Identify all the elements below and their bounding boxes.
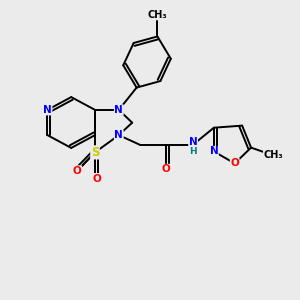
Text: CH₃: CH₃: [148, 10, 167, 20]
Text: S: S: [91, 146, 99, 159]
Text: N: N: [114, 105, 123, 115]
Text: H: H: [189, 147, 197, 156]
Text: O: O: [73, 166, 82, 176]
Text: O: O: [230, 158, 239, 168]
Text: O: O: [162, 164, 171, 174]
Text: CH₃: CH₃: [263, 150, 283, 160]
Text: N: N: [43, 105, 52, 115]
Text: O: O: [92, 173, 101, 184]
Text: N: N: [209, 146, 218, 157]
Text: N: N: [189, 137, 197, 147]
Text: N: N: [114, 130, 123, 140]
